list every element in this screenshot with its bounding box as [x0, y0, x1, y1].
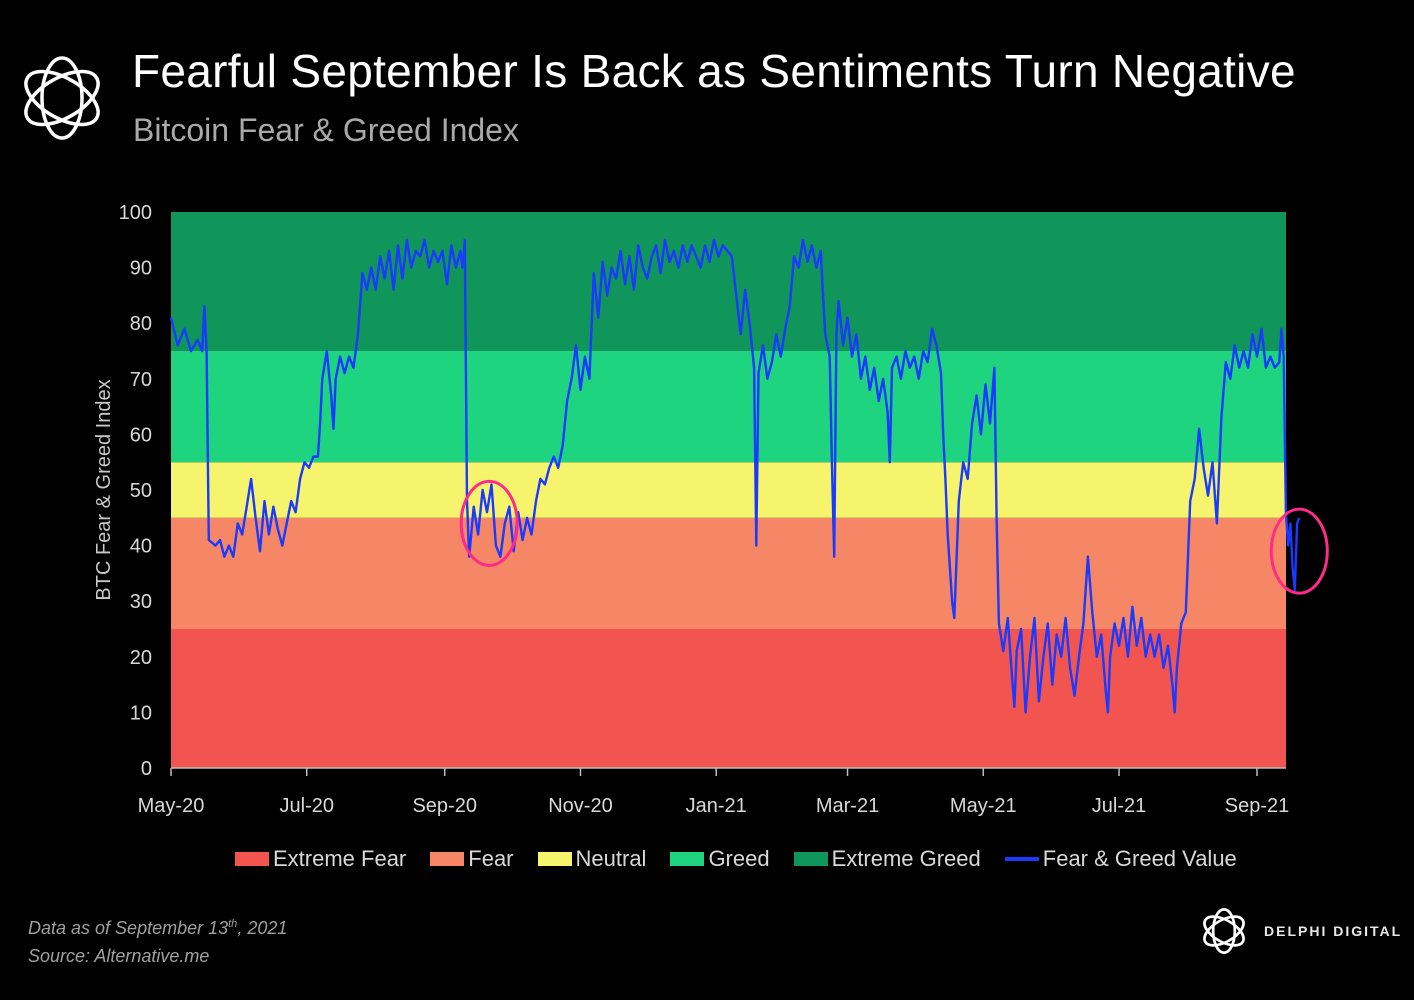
legend-item-fear: Fear	[430, 846, 514, 872]
x-tick-label: Sep-20	[412, 795, 477, 817]
x-tick-label: Nov-20	[548, 795, 612, 817]
y-tick-label: 30	[130, 591, 152, 613]
y-axis: 0 10 20 30 40 50 60 70 80 90 100	[119, 202, 152, 780]
y-tick-label: 90	[130, 258, 152, 280]
legend-swatch	[670, 852, 705, 866]
legend-swatch	[235, 852, 269, 866]
x-tick-label: May-21	[950, 795, 1017, 817]
footnote: Data as of September 13th, 2021 Source: …	[28, 910, 287, 970]
x-tick-label: May-20	[138, 795, 205, 817]
y-tick-label: 50	[130, 480, 152, 502]
legend-item-extreme-greed: Extreme Greed	[793, 846, 981, 872]
sentiment-bands	[171, 212, 1286, 768]
legend-swatch	[430, 852, 465, 866]
legend-swatch	[537, 852, 572, 866]
chart-legend: Extreme Fear Fear Neutral Greed Extreme Gree…	[235, 846, 1237, 872]
y-tick-label: 70	[130, 369, 152, 391]
legend-swatch	[1004, 857, 1039, 861]
brand-name: DELPHI DIGITAL	[1264, 923, 1403, 939]
band-greed	[171, 351, 1286, 463]
y-axis-label: BTC Fear & Greed Index	[93, 379, 115, 600]
chart-title: Fearful September Is Back as Sentiments …	[132, 45, 1296, 97]
brand-mark: DELPHI DIGITAL	[1198, 896, 1402, 966]
band-fear	[171, 517, 1286, 629]
y-tick-label: 60	[130, 424, 152, 446]
y-tick-label: 100	[119, 202, 152, 224]
data-date-note: Data as of September 13th, 2021	[28, 918, 288, 938]
band-neutral	[171, 462, 1286, 518]
legend-label: Fear	[468, 846, 514, 871]
x-tick-label: Jul-21	[1092, 795, 1146, 817]
band-extreme-greed	[171, 212, 1286, 351]
x-tick-label: Jan-21	[686, 795, 747, 817]
x-axis: May-20 Jul-20 Sep-20 Nov-20 Jan-21 Mar-21 May-…	[138, 767, 1290, 817]
y-tick-label: 20	[130, 647, 152, 669]
legend-item-fear-greed-value: Fear & Greed Value	[1004, 846, 1237, 872]
legend-swatch	[793, 852, 828, 866]
fear-greed-chart: 0 10 20 30 40 50 60 70 80 90 100 May-20 Jul-20 Sep-2…	[93, 202, 1329, 817]
legend-label: Extreme Fear	[273, 846, 407, 871]
x-tick-label: Jul-20	[280, 795, 334, 817]
legend-label: Neutral	[575, 846, 647, 871]
y-tick-label: 10	[130, 702, 152, 724]
delphi-brand-icon	[1203, 907, 1245, 955]
x-tick-label: Mar-21	[816, 795, 879, 817]
y-tick-label: 0	[141, 758, 152, 780]
band-extreme-fear	[171, 629, 1286, 768]
chart-subtitle: Bitcoin Fear & Greed Index	[133, 112, 519, 148]
legend-item-greed: Greed	[670, 846, 770, 872]
annotation-circle	[459, 479, 519, 567]
delphi-logo-icon	[24, 56, 100, 140]
legend-label: Fear & Greed Value	[1042, 846, 1237, 871]
legend-label: Greed	[708, 846, 770, 871]
annotation-circle	[1269, 507, 1329, 595]
legend-label: Extreme Greed	[831, 846, 981, 871]
annotation-circles	[459, 479, 1329, 595]
y-tick-label: 40	[130, 536, 152, 558]
x-tick-label: Sep-21	[1225, 795, 1290, 817]
source-note: Source: Alternative.me	[28, 946, 210, 966]
y-tick-label: 80	[130, 313, 152, 335]
fear-greed-value-line	[169, 238, 1301, 714]
legend-item-neutral: Neutral	[537, 846, 647, 872]
legend-item-extreme-fear: Extreme Fear	[235, 846, 406, 872]
